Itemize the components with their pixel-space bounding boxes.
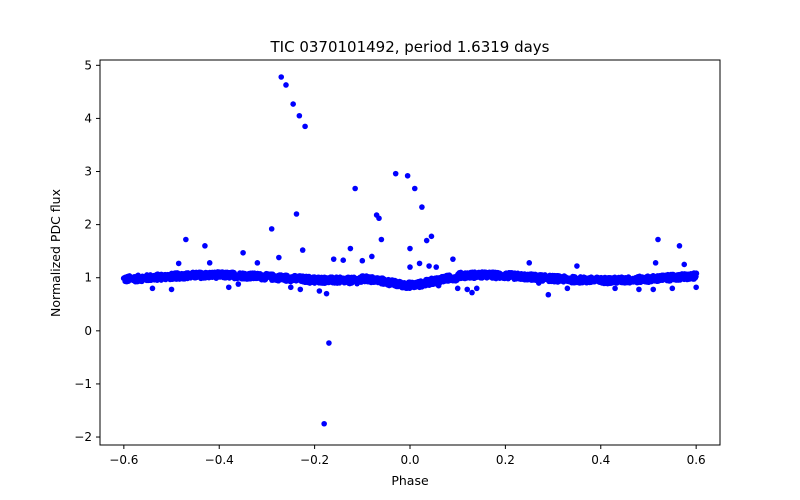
- outlier-point: [676, 243, 683, 249]
- outlier-point: [526, 260, 533, 266]
- outlier-point: [407, 245, 413, 252]
- outlier-point: [419, 204, 425, 210]
- y-tick-label: −2: [74, 430, 92, 444]
- outlier-point: [330, 256, 337, 262]
- outlier-point: [290, 101, 296, 107]
- outlier-point: [423, 237, 430, 244]
- outlier-point: [428, 233, 435, 240]
- band-point: [693, 270, 700, 277]
- y-tick-label: 5: [84, 58, 92, 72]
- outlier-point: [426, 263, 432, 269]
- outlier-point: [450, 256, 456, 262]
- outlier-point: [469, 289, 475, 296]
- outlier-point: [535, 280, 542, 286]
- outlier-point: [416, 260, 423, 267]
- outlier-point: [302, 123, 308, 130]
- outlier-point: [564, 285, 571, 292]
- x-axis-ticks: −0.6 −0.4 −0.2 0.0 0.2 0.4 0.6: [109, 445, 706, 467]
- outlier-point: [612, 285, 618, 292]
- y-axis-ticks: −2 −1 0 1 2 3 4 5: [74, 58, 100, 444]
- outlier-point: [359, 257, 366, 264]
- outlier-point: [323, 290, 330, 297]
- x-axis-label: Phase: [391, 473, 429, 488]
- outlier-point: [276, 254, 282, 261]
- outlier-point: [435, 282, 442, 289]
- outlier-point: [652, 260, 659, 266]
- outlier-point: [168, 286, 175, 293]
- outlier-point: [650, 286, 657, 293]
- x-tick-label: −0.2: [300, 453, 329, 467]
- outlier-point: [407, 264, 413, 270]
- x-tick-label: −0.6: [109, 453, 138, 467]
- outlier-point: [411, 185, 418, 192]
- outlier-point: [202, 243, 208, 249]
- outlier-point: [287, 284, 294, 291]
- x-tick-label: 0.6: [687, 453, 706, 467]
- outlier-point: [433, 264, 440, 270]
- x-tick-label: 0.4: [591, 453, 610, 467]
- outlier-point: [283, 82, 289, 88]
- outlier-point: [316, 288, 323, 294]
- outlier-point: [296, 112, 303, 119]
- x-tick-label: −0.4: [205, 453, 234, 467]
- chart-title: TIC 0370101492, period 1.6319 days: [269, 38, 549, 56]
- outlier-point: [299, 247, 306, 253]
- outlier-point: [240, 249, 246, 256]
- outlier-point: [268, 226, 275, 232]
- outlier-point: [473, 285, 480, 292]
- outlier-point: [235, 281, 242, 287]
- outlier-point: [378, 236, 385, 243]
- y-tick-label: 3: [84, 165, 92, 179]
- outlier-point: [392, 170, 399, 177]
- y-tick-label: 2: [84, 218, 92, 232]
- outlier-point: [352, 185, 358, 192]
- outlier-point: [545, 291, 552, 298]
- data-points: [120, 74, 700, 427]
- outlier-point: [307, 280, 313, 286]
- outlier-point: [321, 420, 327, 427]
- outlier-point: [655, 236, 661, 243]
- y-tick-label: −1: [74, 377, 92, 391]
- outlier-point: [574, 263, 580, 269]
- outlier-point: [347, 245, 354, 252]
- outlier-point: [454, 285, 461, 292]
- outlier-point: [293, 211, 300, 217]
- x-tick-label: 0.0: [400, 453, 419, 467]
- y-tick-label: 0: [84, 324, 92, 338]
- outlier-point: [278, 74, 285, 80]
- y-tick-label: 1: [84, 271, 92, 285]
- outlier-point: [254, 260, 261, 266]
- plot-area: [100, 60, 720, 445]
- outlier-point: [464, 286, 471, 293]
- outlier-point: [175, 260, 182, 267]
- outlier-point: [206, 260, 213, 266]
- y-tick-label: 4: [84, 111, 92, 125]
- outlier-point: [636, 286, 642, 293]
- outlier-point: [404, 172, 411, 179]
- outlier-point: [376, 215, 382, 222]
- outlier-point: [693, 284, 699, 291]
- outlier-point: [369, 253, 375, 260]
- outlier-point: [149, 285, 156, 292]
- outlier-point: [669, 285, 676, 292]
- outlier-point: [326, 340, 332, 346]
- outlier-point: [225, 284, 232, 291]
- outlier-point: [311, 280, 318, 286]
- outlier-point: [340, 257, 347, 264]
- outlier-point: [183, 236, 189, 243]
- y-axis-label: Normalized PDC flux: [48, 189, 63, 317]
- outlier-point: [297, 286, 304, 293]
- x-tick-label: 0.2: [496, 453, 515, 467]
- outlier-point: [681, 261, 688, 268]
